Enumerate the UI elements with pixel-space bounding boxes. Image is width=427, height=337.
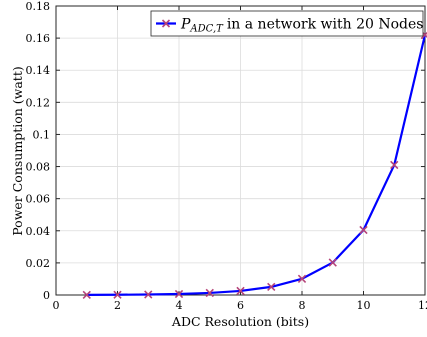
legend-marker (161, 19, 171, 28)
y-tick-label: 0.06 (26, 193, 51, 206)
data-point-stroke (359, 225, 368, 235)
data-point-stroke (174, 289, 184, 299)
data-point-stroke (420, 31, 427, 40)
y-tick-label: 0.04 (26, 225, 51, 238)
y-tick-label: 0 (43, 289, 50, 302)
x-tick-label: 12 (418, 299, 427, 312)
legend-entry-label: PADC,T in a network with 20 Nodes (180, 17, 423, 35)
data-point (174, 289, 184, 299)
series-line (86, 34, 427, 296)
data-point-stroke (113, 290, 122, 299)
data-point (267, 282, 276, 292)
legend: PADC,T in a network with 20 Nodes (150, 10, 424, 37)
y-tick-label: 0.1 (33, 128, 51, 141)
legend-math-base: P (180, 17, 191, 33)
data-point-stroke (82, 290, 91, 300)
legend-math-subscript: ADC,T (189, 24, 224, 35)
plot-frame (55, 5, 426, 296)
y-tick-label: 0.12 (26, 96, 51, 109)
legend-box (150, 10, 424, 37)
data-point-stroke (267, 282, 276, 292)
data-point-stroke (297, 274, 307, 283)
x-tick-label: 4 (176, 299, 183, 312)
data-point (328, 258, 337, 267)
y-axis-label: Power Consumption (watt) (10, 66, 25, 235)
data-point-stroke (144, 290, 153, 299)
x-tick-label: 6 (237, 299, 244, 312)
data-point (236, 286, 245, 296)
legend-series-name: in a network with 20 Nodes (227, 17, 424, 33)
data-point-stroke (390, 160, 399, 170)
data-point (297, 274, 307, 283)
x-tick-label: 10 (357, 299, 371, 312)
series-layer (82, 30, 427, 300)
y-tick-label: 0.08 (26, 161, 51, 174)
data-point (144, 290, 153, 299)
data-point-stroke (328, 258, 337, 267)
data-point (390, 160, 399, 170)
data-point (82, 290, 91, 300)
x-tick-label: 8 (299, 299, 306, 312)
x-axis-label: ADC Resolution (bits) (171, 314, 309, 329)
x-tick-label: 2 (114, 299, 121, 312)
y-tick-label: 0.16 (26, 32, 51, 45)
axes: 0 2 4 6 8 10 12 0 0.02 0.04 0.06 0.08 0.1 0.12 0.14 0.1… (26, 0, 427, 312)
data-point-stroke (205, 288, 214, 298)
data-point (205, 288, 214, 298)
y-tick-label: 0.14 (26, 64, 51, 77)
data-point-stroke (236, 286, 245, 296)
y-tick-label: 0.18 (26, 0, 51, 13)
data-point (113, 290, 122, 299)
y-tick-label: 0.02 (26, 257, 51, 270)
data-point (359, 225, 368, 235)
x-tick-label: 0 (53, 299, 60, 312)
grid-lines (55, 5, 426, 296)
